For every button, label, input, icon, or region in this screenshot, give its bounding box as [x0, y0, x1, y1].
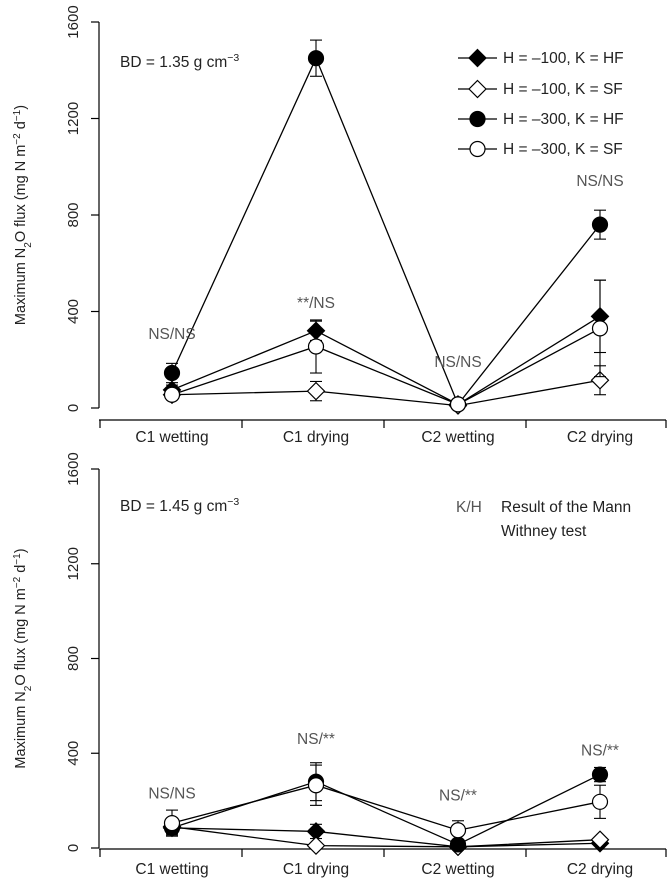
significance-label: NS/NS	[434, 354, 481, 371]
y-tick-label: 1600	[65, 452, 82, 485]
series-line	[171, 826, 601, 848]
legend-label: H = –300, K = HF	[503, 111, 624, 128]
legend-label: H = –100, K = HF	[503, 50, 624, 67]
data-point	[163, 386, 181, 403]
key-note: K/H Result of the Mann Withney test	[456, 499, 631, 540]
significance-label: NS/NS	[148, 326, 195, 343]
series-line	[171, 827, 601, 848]
chart-panel-top: 0 400 800 1200 1600 Maximum N2O flux (mg N m−…	[12, 5, 667, 446]
data-point	[307, 777, 325, 794]
data-point	[306, 836, 326, 855]
series-line	[171, 379, 601, 407]
data-point	[449, 822, 467, 839]
data-point	[591, 766, 609, 783]
significance-label: NS/**	[439, 788, 477, 805]
series-line	[171, 327, 601, 406]
key-note-key: K/H	[456, 499, 482, 516]
series-1	[162, 365, 610, 415]
chart-panel-bottom: 0 400 800 1200 1600 Maximum N2O flux (mg N m−…	[12, 452, 667, 878]
y-tick-label: 0	[65, 404, 82, 412]
data-point	[307, 338, 325, 355]
data-point	[591, 793, 609, 810]
y-tick-label: 1200	[65, 102, 82, 135]
series-line	[171, 773, 601, 846]
data-point	[590, 830, 610, 850]
x-tick-label: C1 wetting	[135, 429, 208, 446]
legend-label: H = –300, K = SF	[503, 141, 623, 158]
significance-label: NS/**	[297, 731, 335, 748]
bd-annotation: BD = 1.45 g cm−3	[120, 496, 239, 515]
legend: H = –100, K = HF H = –100, K = SF H = –300…	[458, 48, 624, 158]
legend-marker	[469, 110, 486, 128]
data-point	[449, 396, 467, 413]
legend-marker	[468, 48, 487, 68]
x-tick-label: C1 wetting	[135, 861, 208, 878]
key-note-text: Withney test	[501, 523, 587, 540]
legend-marker	[468, 79, 487, 99]
bd-annotation: BD = 1.35 g cm−3	[120, 52, 239, 71]
y-axis-label: Maximum N2O flux (mg N m−2 d−1)	[12, 105, 34, 325]
y-tick-label: 400	[65, 299, 82, 324]
series-1	[162, 817, 610, 857]
x-tick-label: C2 wetting	[421, 429, 494, 446]
x-tick-label: C2 drying	[567, 861, 633, 878]
significance-label: **/NS	[297, 295, 335, 312]
y-axis-label: Maximum N2O flux (mg N m−2 d−1)	[12, 548, 34, 768]
x-tick-label: C1 drying	[283, 429, 349, 446]
y-tick-label: 0	[65, 844, 82, 852]
x-tick-label: C2 wetting	[421, 861, 494, 878]
data-point	[307, 50, 325, 67]
y-tick-label: 800	[65, 202, 82, 227]
data-point	[163, 364, 181, 382]
series-2	[163, 39, 609, 413]
x-tick-label: C1 drying	[283, 861, 349, 878]
series-3	[163, 764, 609, 841]
y-tick-label: 1200	[65, 547, 82, 580]
series-line	[171, 315, 601, 406]
key-note-text: Result of the Mann	[501, 499, 631, 516]
significance-label: NS/NS	[148, 785, 195, 802]
data-point	[591, 216, 609, 233]
data-point	[163, 815, 181, 832]
series-3	[163, 279, 609, 413]
series-line	[171, 56, 601, 406]
series-0	[162, 818, 610, 857]
significance-label: NS/**	[581, 743, 619, 760]
data-point	[306, 381, 326, 401]
y-tick-label: 800	[65, 646, 82, 671]
significance-label: NS/NS	[576, 173, 623, 190]
y-tick-label: 1600	[65, 5, 82, 38]
x-tick-label: C2 drying	[567, 429, 633, 446]
legend-marker	[469, 140, 486, 158]
data-point	[591, 320, 609, 337]
y-tick-label: 400	[65, 741, 82, 766]
legend-label: H = –100, K = SF	[503, 81, 623, 98]
series-line	[171, 784, 601, 831]
data-point	[590, 370, 610, 390]
